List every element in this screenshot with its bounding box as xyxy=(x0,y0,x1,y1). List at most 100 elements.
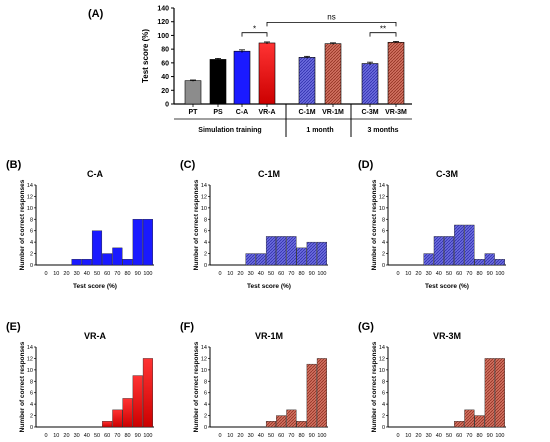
x-tick-label: 50 xyxy=(446,433,452,439)
y-tick-label: 6 xyxy=(382,391,385,397)
y-tick-label: 6 xyxy=(204,229,207,235)
y-tick-label: 14 xyxy=(27,345,33,351)
x-tick-label: 0 xyxy=(219,271,222,277)
panel-label: (D) xyxy=(358,159,374,171)
bar xyxy=(484,358,495,428)
y-axis-title: Number of correct responses xyxy=(19,179,26,270)
x-tick-label: C-1M xyxy=(298,109,315,116)
bar xyxy=(286,236,297,266)
x-tick-label: 50 xyxy=(94,433,100,439)
y-tick-label: 8 xyxy=(382,217,385,223)
x-tick-label: 70 xyxy=(114,271,120,277)
x-tick-label: 0 xyxy=(45,433,48,439)
bar xyxy=(306,241,317,266)
chart-title: VR-3M xyxy=(433,331,461,341)
x-tick-label: VR-1M xyxy=(322,109,344,116)
y-tick-label: 4 xyxy=(382,240,385,246)
y-axis-title: Test score (%) xyxy=(141,29,150,83)
x-tick-label: 0 xyxy=(397,433,400,439)
y-tick-label: 8 xyxy=(382,379,385,385)
y-tick-label: 14 xyxy=(379,345,385,351)
bar xyxy=(142,219,153,266)
y-tick-label: 10 xyxy=(201,206,207,212)
x-tick-label: VR-3M xyxy=(385,109,407,116)
y-tick-label: 0 xyxy=(204,425,207,431)
y-tick-label: 12 xyxy=(201,194,207,200)
y-tick-label: 100 xyxy=(157,33,169,40)
y-tick-label: 10 xyxy=(379,206,385,212)
panel-label: (F) xyxy=(180,321,194,333)
x-tick-label: 10 xyxy=(405,271,411,277)
y-tick-label: 0 xyxy=(165,102,169,109)
chart-title: C-1M xyxy=(258,169,280,179)
x-tick-label: 90 xyxy=(135,271,141,277)
bar xyxy=(71,259,82,266)
bar xyxy=(142,358,153,428)
y-tick-label: 2 xyxy=(382,414,385,420)
sig-bracket xyxy=(241,32,268,37)
y-tick-label: 6 xyxy=(30,391,33,397)
panel-label: (E) xyxy=(6,321,21,333)
x-tick-label: 80 xyxy=(298,271,304,277)
x-tick-label: 30 xyxy=(426,433,432,439)
y-tick-label: 12 xyxy=(27,356,33,362)
x-tick-label: 20 xyxy=(63,271,69,277)
x-tick-label: C-A xyxy=(236,109,248,116)
x-tick-label: 60 xyxy=(104,433,110,439)
x-tick-label: 70 xyxy=(466,271,472,277)
bar xyxy=(298,57,316,105)
y-tick-label: 4 xyxy=(204,240,207,246)
y-tick-label: 14 xyxy=(27,183,33,189)
bar xyxy=(484,253,495,266)
x-tick-label: 60 xyxy=(104,271,110,277)
bar xyxy=(474,415,485,428)
x-tick-label: 20 xyxy=(63,433,69,439)
bar xyxy=(316,241,327,266)
x-tick-label: 80 xyxy=(124,433,130,439)
x-tick-label: 30 xyxy=(248,271,254,277)
y-axis-title: Number of correct responses xyxy=(371,179,378,270)
y-tick-label: 6 xyxy=(204,391,207,397)
bar xyxy=(454,224,465,266)
x-tick-label: 30 xyxy=(248,433,254,439)
y-tick-label: 10 xyxy=(27,206,33,212)
sig-label: * xyxy=(253,25,256,34)
x-tick-label: 100 xyxy=(143,433,152,439)
y-tick-label: 60 xyxy=(161,60,169,67)
y-axis-title: Number of correct responses xyxy=(193,341,200,432)
y-tick-label: 10 xyxy=(27,368,33,374)
bar xyxy=(494,259,505,266)
bar xyxy=(296,247,307,266)
y-tick-label: 2 xyxy=(204,252,207,258)
x-tick-label: 0 xyxy=(219,433,222,439)
panel-a: (A) 0 20 40 60 80 100 120 140 Test score (%) PT PS C… xyxy=(88,6,412,137)
y-tick-label: 20 xyxy=(161,88,169,95)
y-tick-label: 12 xyxy=(27,194,33,200)
x-tick-label: 100 xyxy=(143,271,152,277)
x-tick-label: 100 xyxy=(317,433,326,439)
x-tick-label: 100 xyxy=(495,433,504,439)
panel-label: (C) xyxy=(180,159,196,171)
y-tick-label: 140 xyxy=(157,6,169,13)
x-tick-label: 50 xyxy=(268,433,274,439)
x-tick-label: 0 xyxy=(397,271,400,277)
x-tick-label: 10 xyxy=(405,433,411,439)
x-tick-label: PS xyxy=(213,109,223,116)
bar xyxy=(91,230,103,266)
y-tick-label: 2 xyxy=(382,252,385,258)
x-tick-label: 70 xyxy=(466,433,472,439)
x-tick-label: 90 xyxy=(487,433,493,439)
x-axis-title: Test score (%) xyxy=(425,283,469,290)
bar xyxy=(233,50,251,105)
x-tick-label: 80 xyxy=(298,433,304,439)
bar xyxy=(423,253,434,266)
group-label: Simulation training xyxy=(198,127,261,134)
bar xyxy=(132,375,143,428)
x-tick-label: 20 xyxy=(415,271,421,277)
group-label: 3 months xyxy=(367,127,398,134)
x-tick-label: 30 xyxy=(74,433,80,439)
